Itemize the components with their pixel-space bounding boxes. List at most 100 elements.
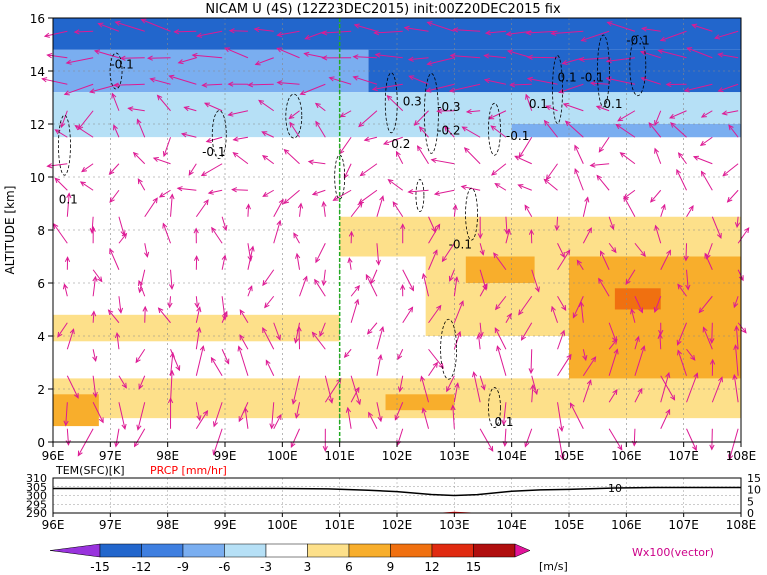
wind-vector xyxy=(188,163,197,176)
wind-vector-head xyxy=(397,354,403,361)
chart-title: NICAM U (4S) (12Z23DEC2015) init:00Z20DE… xyxy=(205,2,561,17)
wind-vector xyxy=(312,189,326,195)
wind-vector-head xyxy=(518,309,524,316)
wind-vector xyxy=(277,30,300,36)
wind-vector-head xyxy=(480,384,486,391)
surface-x-tick-label: 108E xyxy=(726,518,757,532)
wind-vector xyxy=(598,278,610,297)
wind-vector-head xyxy=(46,53,53,59)
wind-vector xyxy=(163,137,172,157)
wind-vector xyxy=(47,163,68,167)
wind-vector xyxy=(504,428,507,446)
wind-vector xyxy=(510,83,532,86)
wind-vector xyxy=(109,189,120,203)
wind-vector xyxy=(66,329,75,350)
wind-vector-head xyxy=(690,354,696,361)
wind-vector-head xyxy=(598,146,604,153)
wind-vector xyxy=(678,152,687,165)
wind-vector xyxy=(289,110,300,119)
wind-vector xyxy=(333,189,352,201)
wind-vector-head xyxy=(194,302,200,309)
wind-vector-head xyxy=(518,152,524,159)
wind-vector-head xyxy=(545,105,552,111)
wind-vector-head xyxy=(46,163,53,169)
wind-vector-head xyxy=(120,230,126,237)
wind-vector-head xyxy=(572,312,578,319)
wind-vector-head xyxy=(177,59,184,65)
wind-vector xyxy=(195,346,204,376)
wind-vector xyxy=(655,225,662,244)
wind-vector-head xyxy=(302,275,308,282)
wind-vector-head xyxy=(433,190,440,196)
wind-vector-head xyxy=(92,355,98,363)
wind-vector-head xyxy=(721,110,728,116)
wind-vector xyxy=(479,322,482,337)
shading-layer xyxy=(465,256,535,283)
wind-vector-head xyxy=(290,441,296,448)
wind-vector-head xyxy=(69,328,75,335)
wind-vector xyxy=(322,269,326,286)
wind-vector xyxy=(634,242,646,257)
temperature-line xyxy=(53,486,741,497)
contour-line xyxy=(109,52,123,90)
wind-vector xyxy=(477,334,481,350)
surface-x-tick-label: 96E xyxy=(42,518,65,532)
wind-vector xyxy=(650,189,662,203)
wind-vector-head xyxy=(352,54,359,60)
wind-vector xyxy=(170,194,173,217)
wind-vector-head xyxy=(283,198,290,205)
wind-vector xyxy=(598,136,610,153)
wind-vector-head xyxy=(358,198,365,204)
wind-vector xyxy=(111,93,120,111)
contour-label: 0.2 xyxy=(391,137,410,151)
wind-vector-head xyxy=(63,90,70,96)
wind-vector-head xyxy=(421,272,427,279)
surface-x-tick-label: 97E xyxy=(99,518,122,532)
wind-vector xyxy=(422,408,430,429)
wind-vector-head xyxy=(264,302,270,309)
wind-vector-head xyxy=(135,357,141,364)
wind-vector xyxy=(617,110,636,122)
wind-vector xyxy=(204,102,223,112)
wind-vector-head xyxy=(387,179,394,185)
wind-vector xyxy=(686,373,698,403)
wind-vector-head xyxy=(525,30,532,36)
wind-vector xyxy=(206,136,223,143)
wind-vector xyxy=(525,94,533,111)
wind-vector-head xyxy=(137,287,144,294)
wind-vector xyxy=(660,409,671,429)
wind-vector-head xyxy=(232,136,239,142)
precip-tick-label: 0 xyxy=(747,507,754,520)
wind-vector xyxy=(277,81,300,85)
wind-vector xyxy=(654,148,662,164)
wind-vector xyxy=(157,95,171,112)
wind-vector xyxy=(524,205,533,217)
wind-vector xyxy=(419,126,429,138)
wind-vector-head xyxy=(580,36,587,42)
wind-vector xyxy=(66,57,94,64)
wind-vector-head xyxy=(228,28,235,34)
wind-vector-head xyxy=(64,256,71,263)
wind-vector xyxy=(370,269,378,284)
wind-vector xyxy=(118,216,125,236)
wind-vector-head xyxy=(238,416,244,423)
wind-vector xyxy=(137,178,146,191)
wind-vector xyxy=(686,205,694,218)
wind-vector-head xyxy=(691,23,698,29)
surface-x-tick-label: 102E xyxy=(382,518,413,532)
colorbar-box xyxy=(307,543,350,558)
colorbar: -15 -12 -9 -6 -3 3 6 9 12 15 [m/s] Wx100(vector) xyxy=(49,543,714,574)
wind-vector xyxy=(479,375,485,390)
wind-vector-head xyxy=(222,225,228,232)
wind-vector-head xyxy=(589,80,596,86)
wind-vector-head xyxy=(421,407,427,414)
wind-vector xyxy=(572,296,584,318)
x-tick-label: 96E xyxy=(42,449,65,463)
wind-vector-head xyxy=(702,326,708,333)
wind-vector xyxy=(295,402,301,418)
wind-vector-head xyxy=(175,365,181,372)
wind-vector-head xyxy=(494,327,500,334)
wind-vector-head xyxy=(114,332,121,339)
wind-vector-head xyxy=(713,34,721,40)
